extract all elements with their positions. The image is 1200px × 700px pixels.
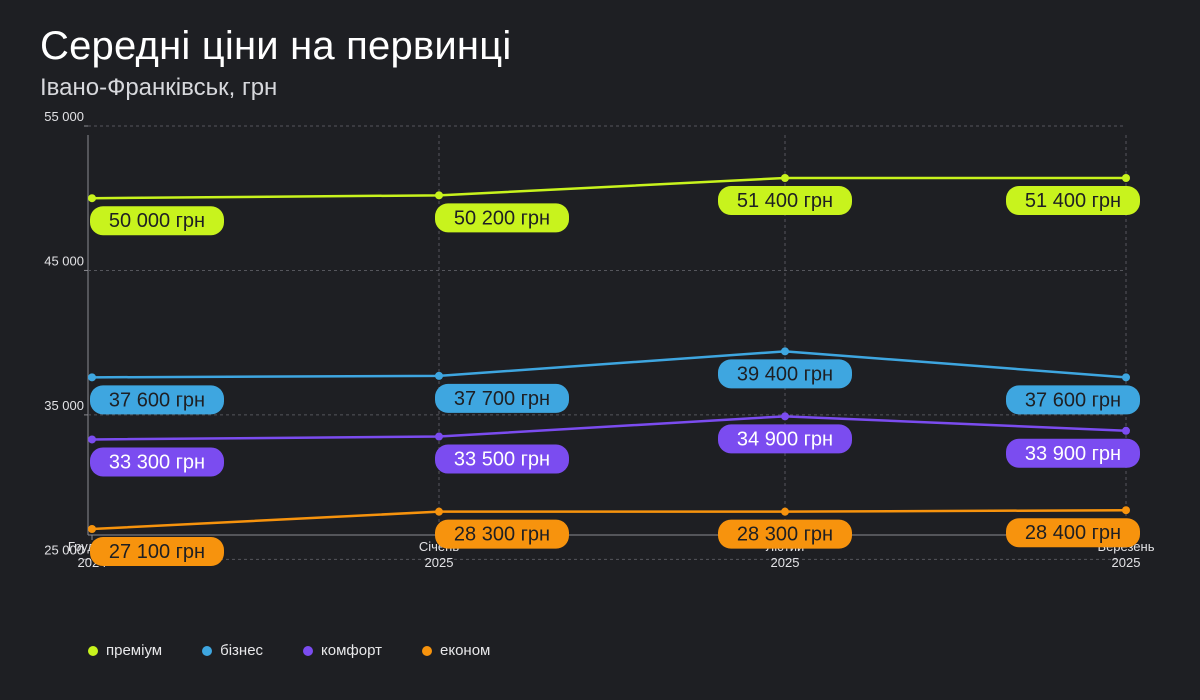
- legend-label: економ: [440, 642, 491, 659]
- legend-marker: [422, 645, 432, 656]
- data-label-bg: [1006, 186, 1140, 215]
- legend-label: бізнес: [220, 642, 264, 659]
- chart-title: Середні ціни на первинці: [40, 24, 512, 68]
- data-label: 51 400 грн: [737, 190, 833, 212]
- legend-marker: [303, 645, 314, 656]
- x-tick-label: 2025: [771, 555, 800, 570]
- data-label: 34 900 грн: [737, 428, 833, 450]
- y-tick-label: 25 000: [44, 542, 84, 557]
- legend-marker: [202, 645, 213, 656]
- data-point: [88, 435, 96, 444]
- series-line-комфорт: [91, 415, 1127, 441]
- data-point: [1122, 373, 1130, 382]
- data-label-bg: [435, 383, 569, 413]
- data-label: 50 000 грн: [109, 210, 205, 232]
- data-label: 37 700 грн: [454, 388, 550, 410]
- data-label: 27 100 грн: [109, 541, 205, 563]
- data-point: [781, 174, 789, 182]
- data-point: [435, 191, 443, 200]
- legend-label: комфорт: [321, 642, 382, 659]
- series-line-преміум: [91, 176, 1126, 200]
- data-label: 50 200 грн: [454, 207, 550, 229]
- data-label-bg: [1006, 385, 1140, 415]
- data-label-bg: [718, 186, 852, 215]
- data-point: [88, 373, 96, 382]
- data-label-bg: [90, 447, 224, 477]
- y-tick-label: 55 000: [44, 109, 84, 124]
- data-label-bg: [718, 359, 852, 389]
- x-tick-label: 2025: [425, 555, 454, 570]
- data-point: [781, 507, 789, 516]
- series-line-економ: [91, 508, 1127, 531]
- data-label: 28 400 грн: [1025, 522, 1121, 544]
- legend-item-економ: економ: [422, 642, 490, 659]
- y-tick-label: 35 000: [44, 398, 84, 413]
- data-label: 33 500 грн: [454, 449, 550, 471]
- data-point: [781, 412, 789, 421]
- data-point: [1122, 506, 1130, 515]
- data-label-bg: [1006, 518, 1140, 548]
- data-label: 39 400 грн: [737, 363, 833, 385]
- data-label-bg: [435, 203, 569, 233]
- data-point: [1122, 174, 1130, 182]
- data-label-bg: [90, 206, 224, 236]
- y-tick-label: 45 000: [44, 253, 84, 268]
- chart-subtitle: Івано-Франківськ, грн: [40, 74, 278, 101]
- legend-item-бізнес: бізнес: [202, 642, 263, 659]
- data-label-bg: [90, 385, 224, 415]
- legend-label: преміум: [106, 642, 163, 659]
- data-label-bg: [90, 537, 224, 566]
- data-label: 37 600 грн: [109, 389, 205, 411]
- data-point: [435, 432, 443, 441]
- data-label-bg: [435, 444, 569, 474]
- data-label: 28 300 грн: [454, 524, 550, 546]
- data-point: [88, 194, 96, 203]
- data-point: [88, 525, 96, 533]
- series-line-бізнес: [91, 350, 1127, 379]
- data-label: 37 600 грн: [1025, 389, 1121, 411]
- data-point: [435, 371, 443, 380]
- data-point: [1122, 426, 1130, 435]
- chart-legend: преміум бізнес комфорт економ: [88, 642, 490, 659]
- data-point: [435, 507, 443, 516]
- data-point: [781, 347, 789, 356]
- data-label-bg: [1006, 438, 1140, 468]
- data-label: 33 300 грн: [109, 451, 205, 473]
- data-label: 51 400 грн: [1025, 190, 1121, 212]
- data-label-bg: [718, 519, 852, 549]
- data-label-bg: [718, 424, 852, 454]
- legend-item-комфорт: комфорт: [303, 642, 382, 659]
- data-label: 33 900 грн: [1025, 443, 1121, 465]
- legend-marker: [88, 645, 98, 656]
- x-tick-label: 2025: [1112, 555, 1141, 570]
- data-label-bg: [435, 519, 569, 549]
- data-label: 28 300 грн: [737, 524, 833, 546]
- legend-item-преміум: преміум: [88, 642, 162, 659]
